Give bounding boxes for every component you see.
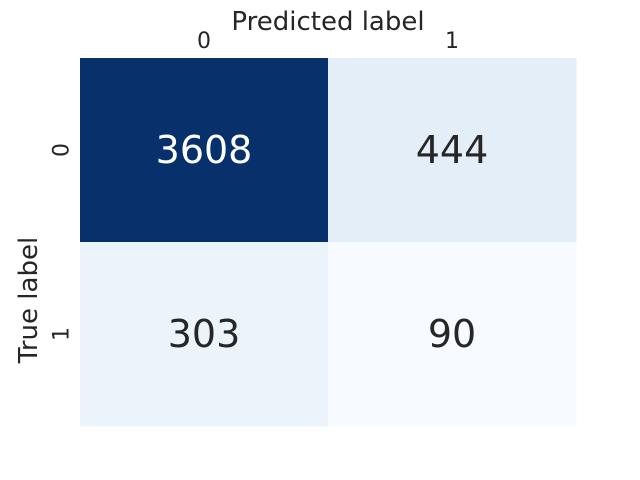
heatmap-cell-0-1 <box>328 58 577 243</box>
x-axis-label: Predicted label <box>231 7 424 37</box>
cell-value-label-0-0: 3608 <box>156 128 253 172</box>
heatmap-cell-0-0 <box>80 58 329 243</box>
cell-value-label-0-1: 444 <box>416 128 489 172</box>
cell-value-label-1-1: 90 <box>428 312 476 356</box>
y-tick-label-0: 0 <box>50 143 75 157</box>
heatmap-cell-1-1 <box>328 242 577 427</box>
heatmap-cell-1-0 <box>80 242 329 427</box>
y-tick-label-1: 1 <box>50 327 75 341</box>
x-tick-label-1: 1 <box>445 29 459 54</box>
cell-value-label-1-0: 303 <box>168 312 241 356</box>
x-tick-label-0: 0 <box>197 29 211 54</box>
y-axis-label: True label <box>14 237 44 364</box>
